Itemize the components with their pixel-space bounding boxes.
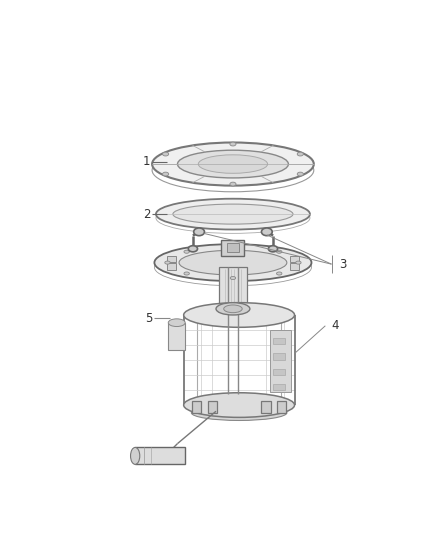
Ellipse shape: [224, 305, 242, 313]
Bar: [261, 401, 271, 413]
Bar: [208, 401, 217, 413]
Bar: [273, 353, 285, 360]
Ellipse shape: [276, 272, 282, 275]
Ellipse shape: [162, 152, 169, 156]
Bar: [290, 256, 299, 262]
Ellipse shape: [230, 182, 236, 186]
Ellipse shape: [296, 261, 301, 264]
Text: 5: 5: [145, 312, 153, 325]
Ellipse shape: [152, 142, 314, 185]
Bar: [167, 256, 176, 262]
Ellipse shape: [268, 246, 278, 252]
Ellipse shape: [162, 172, 169, 176]
Ellipse shape: [179, 251, 287, 275]
Ellipse shape: [156, 199, 310, 230]
Bar: [167, 263, 176, 270]
Ellipse shape: [261, 228, 272, 236]
Ellipse shape: [198, 155, 268, 173]
Bar: [290, 263, 299, 270]
Ellipse shape: [188, 246, 198, 252]
Ellipse shape: [168, 319, 185, 327]
Bar: [273, 384, 285, 391]
Bar: [219, 267, 247, 305]
Ellipse shape: [184, 272, 189, 275]
Bar: [273, 338, 285, 344]
Ellipse shape: [155, 244, 311, 281]
Ellipse shape: [184, 250, 189, 253]
Bar: [277, 401, 286, 413]
Text: 2: 2: [143, 208, 151, 221]
Ellipse shape: [230, 246, 236, 249]
Ellipse shape: [177, 150, 288, 178]
Ellipse shape: [173, 204, 293, 224]
Bar: [135, 447, 185, 464]
Ellipse shape: [194, 228, 205, 236]
Text: 4: 4: [332, 319, 339, 332]
Bar: [227, 243, 239, 252]
Bar: [192, 401, 201, 413]
Bar: [270, 330, 291, 392]
Ellipse shape: [191, 405, 287, 421]
Text: 3: 3: [339, 257, 346, 271]
Ellipse shape: [297, 172, 304, 176]
Ellipse shape: [165, 261, 170, 264]
Ellipse shape: [216, 303, 250, 315]
Ellipse shape: [276, 250, 282, 253]
Ellipse shape: [131, 447, 140, 464]
Bar: [221, 239, 244, 256]
Ellipse shape: [184, 303, 294, 327]
Bar: [168, 322, 185, 350]
Ellipse shape: [230, 142, 236, 146]
Ellipse shape: [297, 152, 304, 156]
Ellipse shape: [230, 277, 236, 280]
Ellipse shape: [184, 393, 294, 417]
Text: 1: 1: [143, 155, 151, 168]
Bar: [273, 369, 285, 375]
